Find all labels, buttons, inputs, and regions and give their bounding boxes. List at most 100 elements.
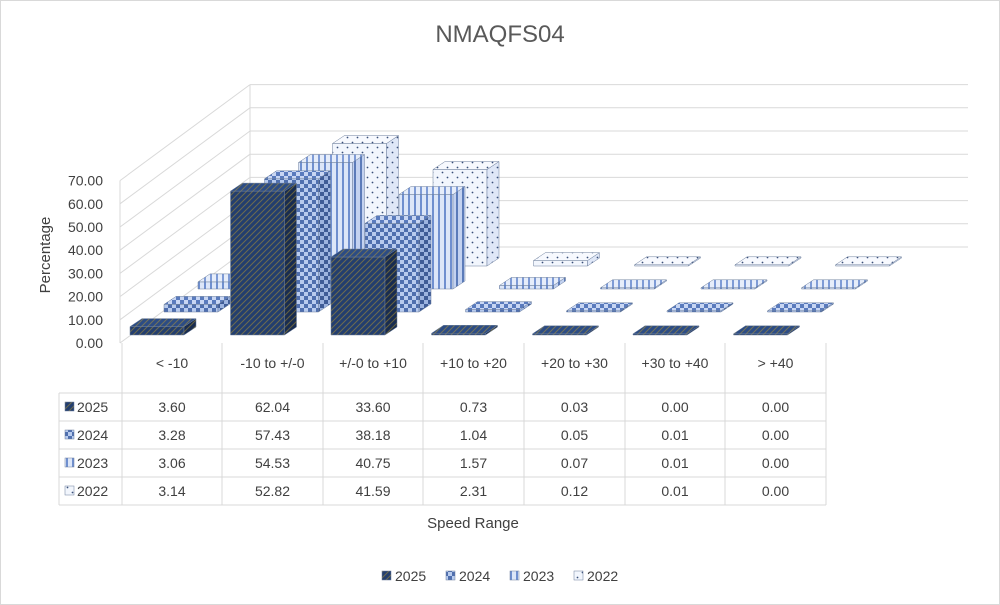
table-cell: 3.28 <box>158 427 185 443</box>
bar-side <box>318 170 331 313</box>
bar-top <box>129 318 197 327</box>
bar-2022-6 <box>834 256 903 267</box>
bar-2025-2 <box>330 248 398 336</box>
series-name: 2023 <box>77 455 108 471</box>
bar-top <box>532 252 601 261</box>
y-tick-label: 10.00 <box>68 312 103 328</box>
table-cell: 0.05 <box>561 427 588 443</box>
bar-top <box>331 135 400 144</box>
legend: 2025 2024 2023 2022 <box>381 568 618 584</box>
bar-2022-4 <box>633 256 702 267</box>
category-label: +30 to +40 <box>642 355 709 371</box>
x-axis-label: Speed Range <box>427 515 519 532</box>
bar-top <box>599 279 668 289</box>
table-cell: 0.07 <box>561 455 588 471</box>
bar-2023-4 <box>599 279 668 290</box>
legend-label: 2023 <box>523 568 554 584</box>
table-cell: 3.60 <box>158 399 185 415</box>
bar-2023-6 <box>800 279 869 290</box>
bar-front <box>533 260 588 267</box>
bar-side <box>486 161 500 267</box>
side-gridline <box>119 176 251 274</box>
bar-top <box>531 325 600 335</box>
side-gridline <box>119 223 251 321</box>
category-label: < -10 <box>156 355 189 371</box>
chart-title: NMAQFS04 <box>435 21 564 48</box>
bar-2022-3 <box>532 252 601 267</box>
bar-side <box>452 186 466 290</box>
bar-2024-0 <box>163 295 231 313</box>
legend-label: 2025 <box>395 568 426 584</box>
bar-2025-0 <box>129 318 197 336</box>
y-tick-label: 70.00 <box>68 173 103 189</box>
bar-front <box>230 190 285 336</box>
y-axis-label: Percentage <box>37 217 54 294</box>
bar-side <box>384 248 398 336</box>
data-table: < -10 -10 to +/-0 +/-0 to +10 +10 to +20 +20… <box>58 343 827 506</box>
bar-2025-6 <box>732 325 801 336</box>
bar-front <box>499 285 554 290</box>
bar-2025-3 <box>430 324 499 336</box>
legend-key <box>445 570 456 581</box>
category-label: +/-0 to +10 <box>339 355 407 371</box>
table-cell: 52.82 <box>255 483 290 499</box>
bar-2025-5 <box>632 325 700 336</box>
y-tick-label: 40.00 <box>68 242 103 258</box>
bar-top <box>430 325 499 334</box>
y-tick-label: 20.00 <box>68 289 103 305</box>
bar-top <box>632 325 700 335</box>
y-tick-label: 0.00 <box>76 335 103 351</box>
y-tick-label: 30.00 <box>68 265 103 281</box>
bar-front <box>465 309 520 313</box>
table-cell: 0.01 <box>661 483 688 499</box>
table-cell: 1.04 <box>460 427 487 443</box>
bar-side <box>284 182 297 336</box>
table-cell: 0.00 <box>762 455 789 471</box>
side-gridline <box>119 84 251 182</box>
table-cell: 38.18 <box>355 427 390 443</box>
bar-top <box>398 186 466 195</box>
bar-2024-5 <box>666 302 734 313</box>
table-cell: 33.60 <box>355 399 390 415</box>
bar-top <box>364 215 432 224</box>
table-cell: 0.03 <box>561 399 588 415</box>
category-label: +20 to +30 <box>541 355 608 371</box>
bar-top <box>432 161 500 170</box>
table-cell: 0.73 <box>460 399 487 415</box>
y-tick-label: 50.00 <box>68 219 103 235</box>
legend-label: 2022 <box>587 568 618 584</box>
series-name: 2022 <box>77 483 108 499</box>
table-cell: 0.01 <box>661 455 688 471</box>
bar-top <box>163 296 231 305</box>
bar-top <box>263 170 332 180</box>
y-axis: 0.00 10.00 20.00 30.00 40.00 50.00 60.00 70.00 <box>68 173 103 351</box>
table-cell: 62.04 <box>255 399 290 415</box>
bar-top <box>766 302 835 312</box>
category-label: +10 to +20 <box>440 355 507 371</box>
chart-bars <box>129 135 903 336</box>
table-cell: 54.53 <box>255 455 290 471</box>
bar-top <box>700 279 768 289</box>
table-cell: 41.59 <box>355 483 390 499</box>
table-cell: 0.00 <box>762 483 789 499</box>
table-cell: 40.75 <box>355 455 390 471</box>
series-key <box>64 401 75 412</box>
bar-top <box>330 248 398 258</box>
legend-key <box>381 570 392 581</box>
bar-top <box>800 279 869 289</box>
bar-2024-3 <box>464 301 533 313</box>
series-name: 2024 <box>77 427 108 443</box>
side-gridline <box>119 200 251 298</box>
table-cell: 0.00 <box>661 399 688 415</box>
bar-top <box>464 301 533 310</box>
legend-key <box>573 570 584 581</box>
bar-top <box>565 302 634 312</box>
table-cell: 0.01 <box>661 427 688 443</box>
side-gridline <box>119 130 251 228</box>
category-label: -10 to +/-0 <box>240 355 304 371</box>
table-cell: 57.43 <box>255 427 290 443</box>
bar-2022-5 <box>734 256 802 267</box>
y-tick-label: 60.00 <box>68 196 103 212</box>
bar-2024-4 <box>565 302 634 313</box>
